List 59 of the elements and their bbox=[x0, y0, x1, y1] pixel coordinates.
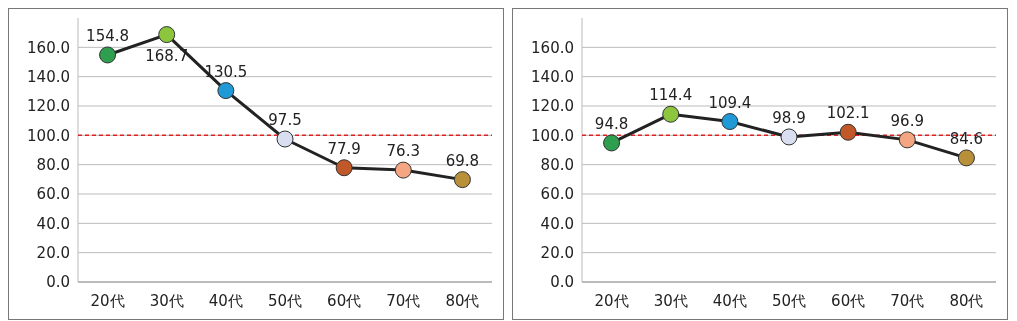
data-label: 94.8 bbox=[594, 114, 629, 133]
y-tick-label: 0.0 bbox=[550, 273, 574, 292]
x-tick-label: 80代 bbox=[445, 292, 480, 310]
y-tick-label: 40.0 bbox=[540, 214, 574, 233]
point bbox=[721, 113, 739, 131]
x-tick-label: 50代 bbox=[267, 292, 303, 310]
point bbox=[603, 134, 621, 152]
y-tick-label: 80.0 bbox=[540, 155, 574, 174]
y-tick-label: 60.0 bbox=[540, 185, 574, 204]
x-tick-label: 40代 bbox=[712, 292, 747, 310]
data-label: 76.3 bbox=[386, 142, 420, 161]
x-tick-label: 20代 bbox=[90, 292, 125, 310]
point bbox=[898, 131, 916, 149]
point bbox=[453, 171, 471, 189]
data-label: 97.5 bbox=[268, 111, 302, 129]
y-tick-label: 140.0 bbox=[531, 67, 574, 86]
x-tick-label: 60代 bbox=[831, 292, 866, 310]
point bbox=[99, 46, 117, 64]
data-label: 98.9 bbox=[772, 108, 806, 127]
data-label: 154.8 bbox=[86, 26, 130, 45]
point bbox=[957, 149, 975, 167]
point bbox=[335, 159, 353, 177]
point bbox=[394, 161, 412, 179]
y-tick-label: 160.0 bbox=[531, 38, 574, 57]
y-tick-label: 20.0 bbox=[540, 243, 574, 262]
y-tick-label: 0.0 bbox=[46, 273, 70, 292]
x-tick-label: 60代 bbox=[327, 292, 362, 310]
x-tick-label: 20代 bbox=[594, 292, 629, 310]
point bbox=[780, 128, 798, 146]
data-label: 96.9 bbox=[890, 111, 924, 130]
data-label: 114.4 bbox=[649, 86, 693, 105]
point bbox=[839, 123, 857, 141]
y-tick-label: 80.0 bbox=[36, 155, 70, 174]
data-label: 102.1 bbox=[826, 104, 870, 123]
point bbox=[662, 105, 680, 123]
y-tick-label: 60.0 bbox=[36, 185, 70, 204]
x-tick-label: 30代 bbox=[149, 292, 184, 310]
data-label: 84.6 bbox=[949, 129, 984, 148]
y-tick-label: 100.0 bbox=[531, 126, 574, 145]
x-tick-label: 70代 bbox=[890, 292, 925, 310]
point bbox=[158, 26, 176, 44]
y-tick-label: 140.0 bbox=[27, 67, 70, 86]
x-tick-label: 70代 bbox=[386, 292, 421, 310]
data-label: 77.9 bbox=[327, 139, 361, 158]
y-tick-label: 160.0 bbox=[27, 38, 70, 57]
point bbox=[276, 130, 294, 148]
data-label: 109.4 bbox=[708, 93, 752, 112]
x-tick-label: 30代 bbox=[653, 292, 688, 310]
y-tick-label: 40.0 bbox=[36, 214, 70, 233]
y-tick-label: 120.0 bbox=[531, 97, 574, 116]
x-tick-label: 80代 bbox=[949, 292, 984, 310]
y-tick-label: 20.0 bbox=[36, 243, 70, 262]
x-tick-label: 40代 bbox=[208, 292, 243, 310]
y-tick-label: 120.0 bbox=[27, 97, 70, 116]
data-label: 130.5 bbox=[204, 62, 248, 81]
data-label: 69.8 bbox=[445, 151, 480, 170]
y-tick-label: 100.0 bbox=[27, 126, 70, 145]
point bbox=[217, 82, 235, 100]
x-tick-label: 50代 bbox=[771, 292, 807, 310]
